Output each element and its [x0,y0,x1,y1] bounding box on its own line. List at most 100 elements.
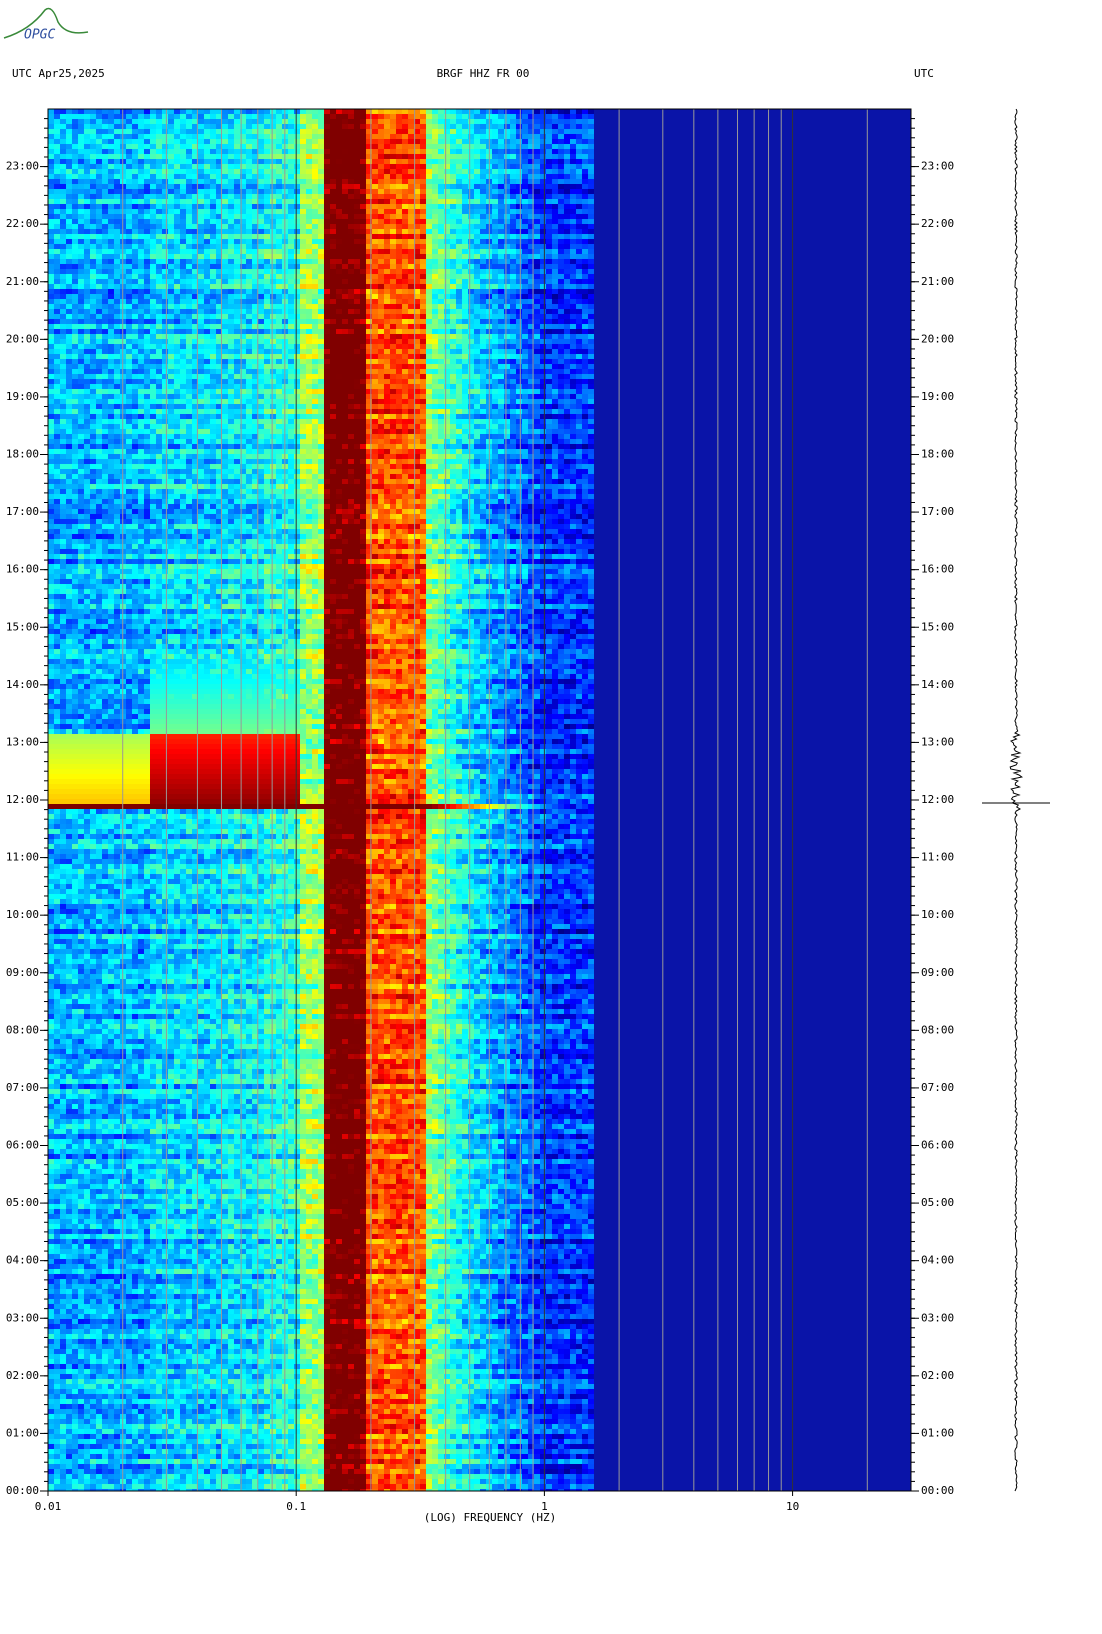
spectrogram-cell [78,259,84,264]
spectrogram-cell [114,134,120,139]
spectrogram-cell [222,364,228,369]
spectrogram-cell [48,379,54,384]
spectrogram-cell [468,349,474,354]
spectrogram-cell [354,184,360,189]
spectrogram-cell [528,169,534,174]
spectrogram-cell [468,364,474,369]
spectrogram-cell [108,324,114,329]
spectrogram-cell [108,309,114,314]
spectrogram-cell [240,239,246,244]
spectrogram-cell [264,324,270,329]
spectrogram-cell [390,334,396,339]
spectrogram-cell [234,249,240,254]
spectrogram-cell [588,234,594,239]
spectrogram-cell [138,269,144,274]
spectrogram-cell [126,349,132,354]
spectrogram-cell [162,344,168,349]
spectrogram-cell [276,259,282,264]
spectrogram-cell [252,184,258,189]
spectrogram-cell [324,329,330,334]
spectrogram-cell [354,284,360,289]
spectrogram-cell [156,114,162,119]
spectrogram-cell [84,199,90,204]
spectrogram-cell [354,259,360,264]
spectrogram-cell [336,314,342,319]
spectrogram-cell [450,139,456,144]
spectrogram-cell [102,254,108,259]
spectrogram-cell [114,114,120,119]
spectrogram-cell [198,354,204,359]
spectrogram-cell [252,329,258,334]
spectrogram-cell [402,139,408,144]
spectrogram-cell [318,114,324,119]
spectrogram-cell [342,139,348,144]
spectrogram-cell [102,224,108,229]
spectrogram-cell [186,294,192,299]
spectrogram-cell [528,304,534,309]
spectrogram-cell [348,244,354,249]
spectrogram-cell [336,359,342,364]
spectrogram-cell [546,124,552,129]
spectrogram-cell [330,229,336,234]
spectrogram-cell [534,179,540,184]
spectrogram-cell [240,314,246,319]
spectrogram-cell [330,174,336,179]
spectrogram-cell [108,269,114,274]
spectrogram-cell [552,164,558,169]
spectrogram-cell [492,379,498,384]
spectrogram-cell [174,289,180,294]
spectrogram-cell [168,184,174,189]
spectrogram-cell [312,284,318,289]
spectrogram-cell [138,209,144,214]
spectrogram-cell [108,364,114,369]
spectrogram-cell [534,274,540,279]
spectrogram-cell [414,279,420,284]
spectrogram-cell [564,219,570,224]
spectrogram-cell [516,319,522,324]
spectrogram-cell [480,229,486,234]
spectrogram-cell [162,354,168,359]
spectrogram-cell [306,134,312,139]
spectrogram-cell [186,189,192,194]
spectrogram-cell [108,149,114,154]
spectrogram-cell [366,369,372,374]
spectrogram-cell [510,259,516,264]
spectrogram-cell [444,369,450,374]
spectrogram-cell [324,274,330,279]
spectrogram-cell [360,354,366,359]
spectrogram-cell [144,379,150,384]
spectrogram-cell [342,149,348,154]
spectrogram-cell [546,354,552,359]
spectrogram-cell [384,259,390,264]
spectrogram-cell [324,154,330,159]
spectrogram-cell [480,214,486,219]
spectrogram-cell [48,114,54,119]
spectrogram-cell [456,369,462,374]
spectrogram-cell [438,239,444,244]
spectrogram-cell [156,284,162,289]
spectrogram-cell [258,224,264,229]
spectrogram-cell [240,174,246,179]
spectrogram-cell [570,279,576,284]
spectrogram-cell [534,164,540,169]
spectrogram-cell [246,194,252,199]
spectrogram-cell [168,119,174,124]
spectrogram-cell [474,194,480,199]
spectrogram-cell [396,124,402,129]
spectrogram-cell [408,249,414,254]
spectrogram-cell [378,379,384,384]
spectrogram-cell [462,159,468,164]
spectrogram-cell [204,134,210,139]
spectrogram-cell [96,109,102,114]
spectrogram-cell [498,149,504,154]
spectrogram-cell [534,214,540,219]
spectrogram-cell [318,204,324,209]
spectrogram-cell [402,159,408,164]
spectrogram-cell [264,149,270,154]
spectrogram-cell [438,169,444,174]
spectrogram-cell [468,369,474,374]
spectrogram-cell [84,294,90,299]
spectrogram-cell [438,319,444,324]
spectrogram-cell [504,279,510,284]
spectrogram-cell [414,214,420,219]
